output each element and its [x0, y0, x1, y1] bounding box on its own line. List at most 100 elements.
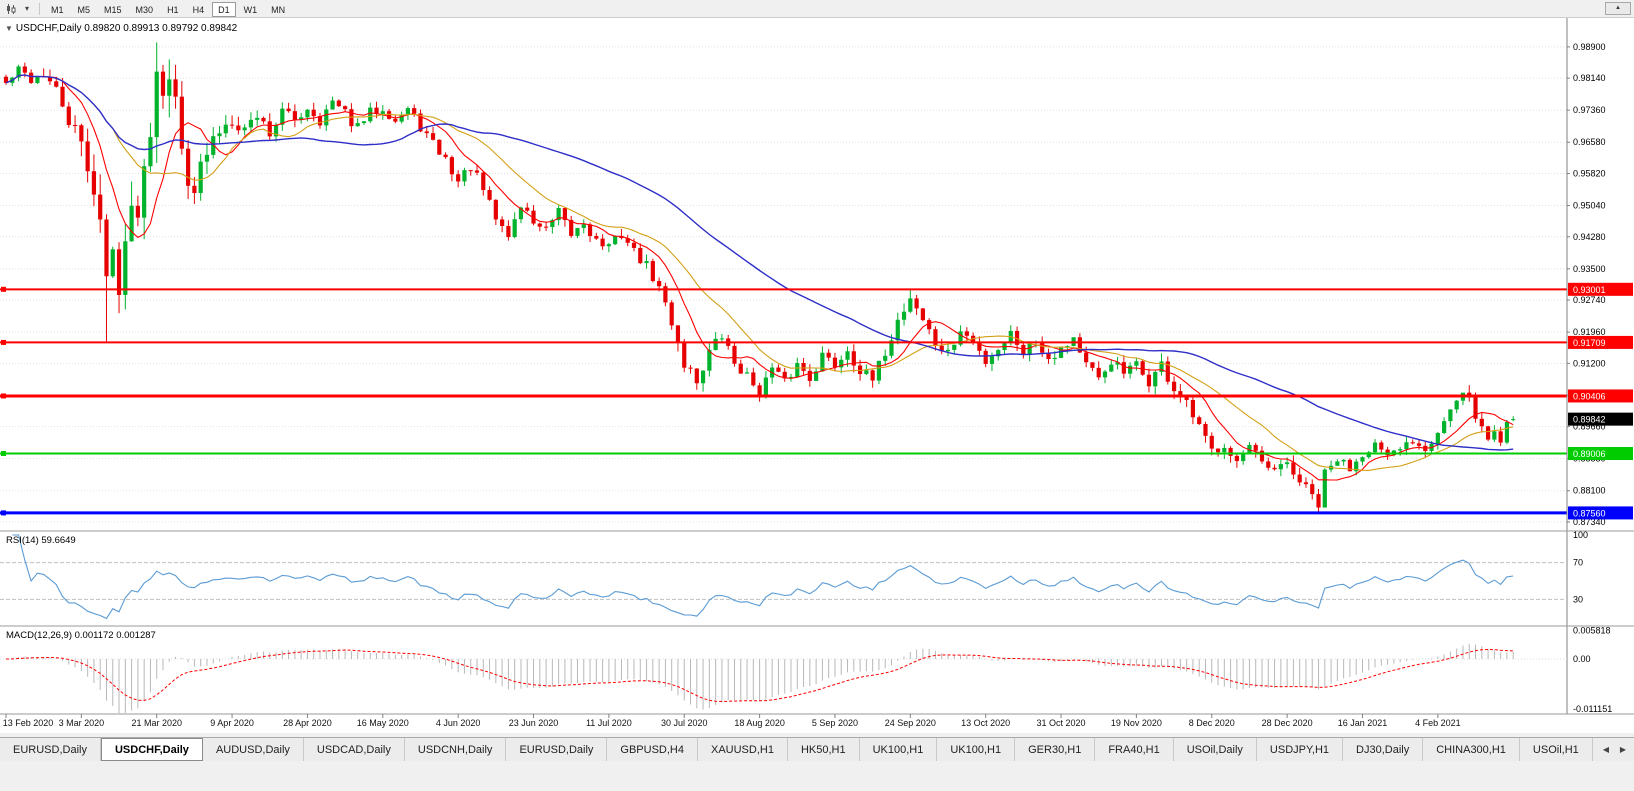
chart-tab-fra40-h1[interactable]: FRA40,H1: [1095, 738, 1174, 761]
candle-body: [236, 125, 241, 131]
price-line-handle[interactable]: [1, 286, 6, 292]
timeframe-button-m5[interactable]: M5: [72, 2, 97, 17]
macd-indicator-label: MACD(12,26,9) 0.001172 0.001287: [6, 630, 156, 641]
candle-body: [280, 108, 285, 125]
candle-body: [148, 137, 153, 167]
chart-tab-usoil-h1[interactable]: USOil,H1: [1520, 738, 1593, 761]
chart-tab-uk100-h1[interactable]: UK100,H1: [937, 738, 1016, 761]
chart-tab-ger30-h1[interactable]: GER30,H1: [1015, 738, 1096, 761]
candle-body: [54, 81, 59, 87]
candle-body: [273, 124, 279, 137]
price-line-handle[interactable]: [1, 510, 6, 516]
candle-body: [1435, 432, 1440, 444]
timeframe-button-d1[interactable]: D1: [212, 2, 236, 17]
chart-tab-eurusd-daily[interactable]: EURUSD,Daily: [506, 738, 608, 761]
candle-body: [575, 228, 580, 236]
y-axis-label: 0.88100: [1573, 486, 1606, 496]
candle-body: [1090, 362, 1095, 368]
candle-body: [211, 136, 216, 155]
candle-body: [66, 106, 71, 126]
chart-tab-usoil-daily[interactable]: USOil,Daily: [1174, 738, 1257, 761]
chart-tab-gbpusd-h4[interactable]: GBPUSD,H4: [607, 738, 698, 761]
price-line-handle[interactable]: [1, 339, 6, 345]
candle-body: [1241, 452, 1246, 462]
candle-body: [349, 109, 354, 127]
candle-body: [1372, 442, 1378, 453]
candle-body: [883, 355, 888, 361]
timeframe-button-mn[interactable]: MN: [265, 2, 291, 17]
x-axis-label: 4 Feb 2021: [1415, 718, 1461, 728]
candle-body: [901, 311, 907, 320]
candle-body: [562, 208, 568, 220]
candle-body: [474, 170, 480, 173]
candle-body: [1448, 409, 1453, 422]
candle-body: [368, 107, 373, 122]
candle-body: [870, 370, 875, 381]
candle-body: [1316, 494, 1321, 508]
candle-body: [857, 365, 863, 374]
timeframe-button-w1[interactable]: W1: [238, 2, 264, 17]
timeframe-button-m30[interactable]: M30: [130, 2, 160, 17]
price-line-handle[interactable]: [1, 450, 6, 456]
candle-body: [481, 172, 486, 191]
candle-body: [135, 205, 140, 218]
candle-body: [851, 351, 856, 366]
toolbar-separator: [39, 2, 40, 15]
timeframe-button-m1[interactable]: M1: [45, 2, 70, 17]
rsi-axis-label: 30: [1573, 594, 1583, 604]
chart-tab-hk50-h1[interactable]: HK50,H1: [788, 738, 860, 761]
y-axis-label: 0.91200: [1573, 358, 1606, 368]
candle-body: [832, 357, 838, 368]
candle-body: [657, 281, 662, 287]
candle-body: [1140, 361, 1145, 375]
candle-body: [908, 298, 913, 312]
candle-body: [47, 77, 53, 82]
candle-body: [248, 119, 254, 128]
candle-body: [437, 139, 442, 155]
candle-body: [613, 235, 618, 245]
collapse-arrow-icon[interactable]: ▼: [5, 24, 13, 33]
candlestick-chart-icon[interactable]: [3, 2, 19, 16]
candle-body: [933, 329, 938, 346]
timeframe-button-h4[interactable]: H4: [187, 2, 211, 17]
price-badge-label: 0.91709: [1573, 338, 1606, 348]
timeframe-button-m15[interactable]: M15: [98, 2, 128, 17]
chart-canvas[interactable]: 0.98900 0.98140 0.97360 0.96580 0.95820 0.950…: [0, 18, 1634, 733]
chart-tab-eurusd-daily[interactable]: EURUSD,Daily: [0, 738, 101, 761]
candle-body: [16, 66, 21, 78]
candle-body: [1096, 367, 1101, 378]
candle-body: [587, 224, 593, 236]
chart-tab-usdchf-daily[interactable]: USDCHF,Daily: [100, 738, 203, 761]
chart-tab-xauusd-h1[interactable]: XAUUSD,H1: [698, 738, 788, 761]
chart-area[interactable]: 0.98900 0.98140 0.97360 0.96580 0.95820 0.950…: [0, 18, 1634, 733]
candle-body: [1303, 482, 1309, 485]
candle-body: [462, 170, 467, 182]
timeframe-button-h1[interactable]: H1: [161, 2, 185, 17]
candle-body: [864, 370, 869, 374]
candle-body: [393, 118, 398, 122]
candle-body: [229, 124, 235, 126]
candle-body: [1454, 400, 1459, 410]
chart-tab-china300-h1[interactable]: CHINA300,H1: [1423, 738, 1520, 761]
x-axis-label: 5 Sep 2020: [812, 718, 858, 728]
candle-body: [983, 350, 988, 364]
candle-body: [1266, 461, 1271, 468]
price-line-handle[interactable]: [1, 393, 6, 399]
tab-scroll-right-button[interactable]: ▶: [1616, 743, 1630, 757]
candle-body: [449, 157, 454, 175]
tab-scroll-left-button[interactable]: ◀: [1599, 743, 1613, 757]
candle-body: [110, 249, 115, 277]
candle-body: [1084, 352, 1089, 363]
price-badge-label: 0.87560: [1573, 508, 1606, 518]
candle-body: [1272, 467, 1277, 470]
chart-tab-usdjpy-h1[interactable]: USDJPY,H1: [1257, 738, 1344, 761]
chart-tab-uk100-h1[interactable]: UK100,H1: [860, 738, 938, 761]
chart-tab-dj30-daily[interactable]: DJ30,Daily: [1343, 738, 1424, 761]
chart-tab-audusd-daily[interactable]: AUDUSD,Daily: [203, 738, 304, 761]
scroll-up-button[interactable]: ▲: [1605, 2, 1631, 15]
chevron-down-icon[interactable]: ▾: [24, 4, 29, 13]
chart-tab-usdcnh-daily[interactable]: USDCNH,Daily: [405, 738, 507, 761]
candle-body: [430, 133, 436, 140]
macd-axis-label: 0.00: [1573, 654, 1591, 664]
chart-tab-usdcad-daily[interactable]: USDCAD,Daily: [304, 738, 405, 761]
